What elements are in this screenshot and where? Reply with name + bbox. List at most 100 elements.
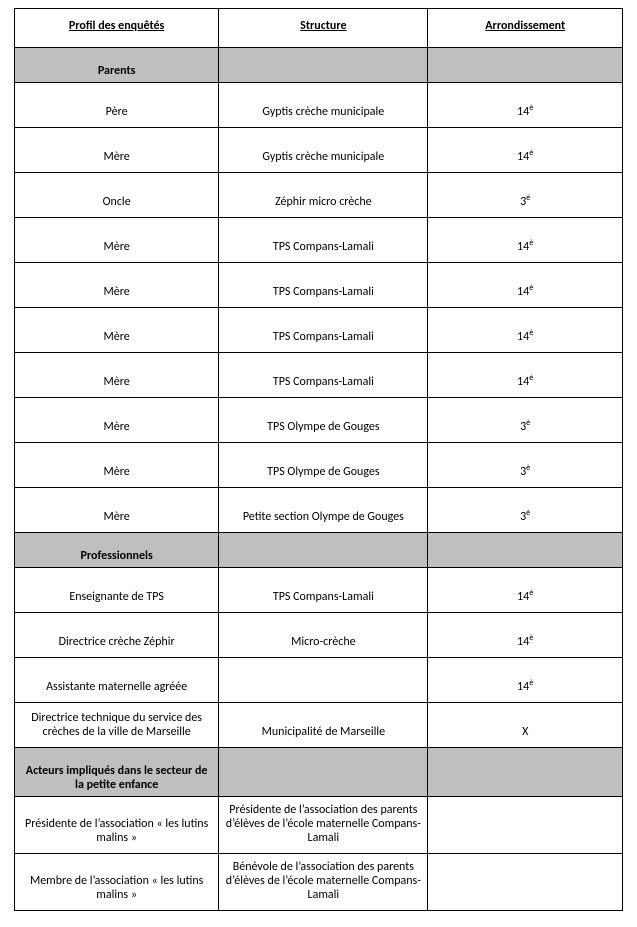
section-label: Professionnels: [15, 533, 219, 568]
table-body: ParentsPèreGyptis crèche municipale14èMè…: [15, 48, 623, 911]
arr-ordinal: è: [526, 418, 530, 428]
arr-ordinal: è: [526, 463, 530, 473]
cell-structure: Bénévole de l’association des parents d’…: [219, 854, 428, 911]
arr-ordinal: è: [529, 103, 533, 113]
cell-profil: Mère: [15, 488, 219, 533]
cell-structure: Zéphir micro crèche: [219, 173, 428, 218]
cell-profil: Mère: [15, 128, 219, 173]
cell-arrondissement: 14è: [428, 613, 623, 658]
cell-arrondissement: 14è: [428, 83, 623, 128]
table-row: MèreTPS Olympe de Gouges3è: [15, 443, 623, 488]
section-row: Parents: [15, 48, 623, 83]
section-empty: [219, 48, 428, 83]
arr-ordinal: è: [529, 328, 533, 338]
cell-structure: TPS Olympe de Gouges: [219, 443, 428, 488]
cell-arrondissement: 14è: [428, 128, 623, 173]
cell-profil: Directrice technique du service des crèc…: [15, 703, 219, 748]
table-row: OncleZéphir micro crèche3è: [15, 173, 623, 218]
arr-number: 14: [517, 330, 529, 344]
cell-profil: Mère: [15, 353, 219, 398]
arr-number: 14: [517, 285, 529, 299]
cell-profil: Mère: [15, 398, 219, 443]
cell-arrondissement: 3è: [428, 173, 623, 218]
cell-arrondissement: [428, 797, 623, 854]
survey-table: Profil des enquêtés Structure Arrondisse…: [14, 8, 623, 911]
arr-number: 14: [517, 375, 529, 389]
table-row: Membre de l’association « les lutins mal…: [15, 854, 623, 911]
cell-structure: TPS Olympe de Gouges: [219, 398, 428, 443]
arr-ordinal: è: [526, 508, 530, 518]
table-row: MèrePetite section Olympe de Gouges3è: [15, 488, 623, 533]
header-profil: Profil des enquêtés: [15, 9, 219, 48]
table-row: MèreTPS Olympe de Gouges3è: [15, 398, 623, 443]
page-container: Profil des enquêtés Structure Arrondisse…: [0, 0, 637, 927]
arr-ordinal: è: [529, 283, 533, 293]
table-row: MèreTPS Compans-Lamali14è: [15, 263, 623, 308]
cell-profil: Enseignante de TPS: [15, 568, 219, 613]
cell-arrondissement: 14è: [428, 218, 623, 263]
table-row: MèreTPS Compans-Lamali14è: [15, 308, 623, 353]
arr-number: 14: [517, 240, 529, 254]
cell-structure: TPS Compans-Lamali: [219, 263, 428, 308]
cell-structure: Petite section Olympe de Gouges: [219, 488, 428, 533]
cell-profil: Membre de l’association « les lutins mal…: [15, 854, 219, 911]
table-row: Enseignante de TPSTPS Compans-Lamali14è: [15, 568, 623, 613]
table-row: MèreGyptis crèche municipale14è: [15, 128, 623, 173]
cell-arrondissement: [428, 854, 623, 911]
cell-arrondissement: 3è: [428, 398, 623, 443]
cell-structure: Municipalité de Marseille: [219, 703, 428, 748]
cell-structure: Gyptis crèche municipale: [219, 83, 428, 128]
cell-arrondissement: 14è: [428, 263, 623, 308]
arr-number: 14: [517, 150, 529, 164]
cell-arrondissement: 14è: [428, 353, 623, 398]
table-header-row: Profil des enquêtés Structure Arrondisse…: [15, 9, 623, 48]
table-row: MèreTPS Compans-Lamali14è: [15, 218, 623, 263]
section-empty: [428, 748, 623, 797]
cell-profil: Père: [15, 83, 219, 128]
section-empty: [428, 48, 623, 83]
arr-ordinal: è: [529, 148, 533, 158]
cell-profil: Mère: [15, 263, 219, 308]
arr-ordinal: è: [529, 238, 533, 248]
header-structure: Structure: [219, 9, 428, 48]
cell-structure: TPS Compans-Lamali: [219, 353, 428, 398]
cell-structure: TPS Compans-Lamali: [219, 308, 428, 353]
cell-arrondissement: 14è: [428, 568, 623, 613]
cell-structure: TPS Compans-Lamali: [219, 218, 428, 263]
table-row: MèreTPS Compans-Lamali14è: [15, 353, 623, 398]
cell-structure: Micro-crèche: [219, 613, 428, 658]
cell-arrondissement: 3è: [428, 443, 623, 488]
arr-ordinal: è: [529, 588, 533, 598]
cell-profil: Présidente de l’association « les lutins…: [15, 797, 219, 854]
arr-number: X: [522, 725, 528, 739]
cell-arrondissement: X: [428, 703, 623, 748]
cell-profil: Mère: [15, 308, 219, 353]
cell-structure: TPS Compans-Lamali: [219, 568, 428, 613]
section-label: Acteurs impliqués dans le secteur de la …: [15, 748, 219, 797]
section-empty: [219, 533, 428, 568]
arr-ordinal: è: [529, 373, 533, 383]
arr-ordinal: è: [526, 193, 530, 203]
table-row: PèreGyptis crèche municipale14è: [15, 83, 623, 128]
section-row: Acteurs impliqués dans le secteur de la …: [15, 748, 623, 797]
arr-number: 14: [517, 590, 529, 604]
arr-number: 14: [517, 635, 529, 649]
cell-profil: Oncle: [15, 173, 219, 218]
arr-ordinal: è: [529, 678, 533, 688]
arr-number: 14: [517, 105, 529, 119]
cell-arrondissement: 3è: [428, 488, 623, 533]
section-empty: [428, 533, 623, 568]
cell-profil: Assistante maternelle agréée: [15, 658, 219, 703]
cell-arrondissement: 14è: [428, 308, 623, 353]
table-row: Présidente de l’association « les lutins…: [15, 797, 623, 854]
cell-profil: Mère: [15, 218, 219, 263]
cell-profil: Directrice crèche Zéphir: [15, 613, 219, 658]
cell-arrondissement: 14è: [428, 658, 623, 703]
cell-structure: Présidente de l’association des parents …: [219, 797, 428, 854]
table-row: Directrice technique du service des crèc…: [15, 703, 623, 748]
header-arrondissement: Arrondissement: [428, 9, 623, 48]
cell-structure: Gyptis crèche municipale: [219, 128, 428, 173]
cell-structure: [219, 658, 428, 703]
section-row: Professionnels: [15, 533, 623, 568]
cell-profil: Mère: [15, 443, 219, 488]
